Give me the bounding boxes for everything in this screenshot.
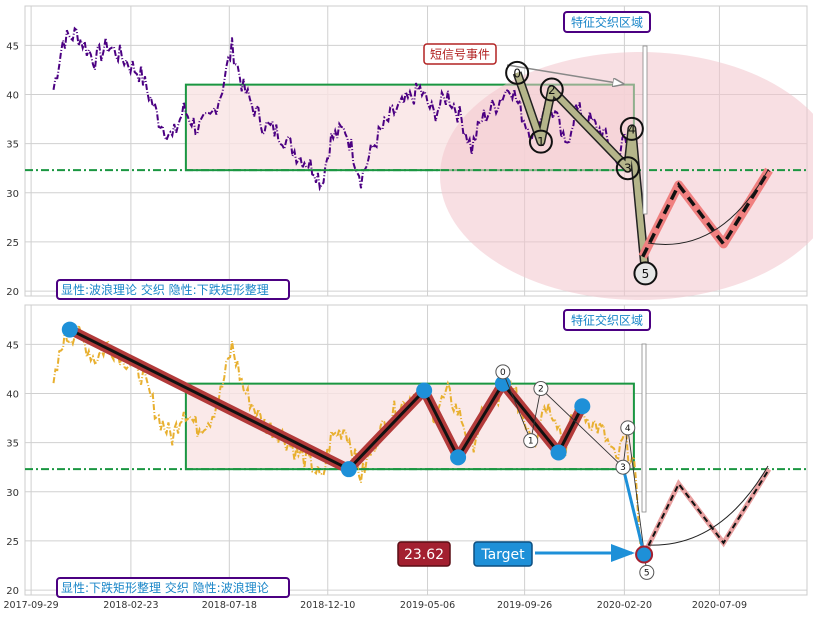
bot-ytick-20: 20	[6, 586, 19, 597]
bottom-wave-point-2	[533, 381, 549, 397]
top-curve-arrow	[647, 169, 769, 245]
top-ytick-35: 35	[6, 140, 19, 151]
top-wave-point-1	[528, 129, 553, 154]
bottom-zigzag-marker-5	[550, 444, 567, 461]
feature-zone-label-top: 特征交织区域	[563, 11, 651, 33]
bottom-wave-point-3	[615, 459, 631, 475]
bot-ytick-25: 25	[6, 537, 19, 548]
bottom-projection-black	[643, 468, 770, 555]
target-label-box: Target	[473, 541, 533, 567]
bottom-drop-line	[621, 466, 646, 555]
bottom-curve-arrow	[647, 465, 769, 546]
x-tick-label-2: 2018-07-18	[202, 600, 257, 611]
top-ytick-25: 25	[6, 238, 19, 249]
bottom-zigzag-marker-4	[494, 375, 511, 392]
x-tick-label-3: 2018-12-10	[300, 600, 355, 611]
top-projection-black	[641, 169, 771, 258]
bottom-zigzag-marker-3	[450, 449, 467, 466]
price-value-text: 23.62	[404, 547, 444, 563]
bottom-wave-point-5	[639, 564, 655, 580]
x-tick-label-4: 2019-05-06	[400, 600, 455, 611]
bottom-wave-label-2: 2	[538, 385, 544, 395]
top-wave-point-2	[539, 77, 564, 102]
top-wave-point-3	[615, 156, 640, 181]
caption-bottom: 显性:下跌矩形整理 交织 隐性:波浪理论	[56, 577, 290, 598]
caption-bottom-text: 显性:下跌矩形整理 交织 隐性:波浪理论	[61, 580, 269, 595]
bottom-wave-label-4: 4	[625, 424, 631, 434]
feature-zone-text-bottom: 特征交织区域	[571, 313, 643, 328]
top-wave-label-5: 5	[642, 267, 650, 281]
bot-ytick-40: 40	[6, 389, 19, 400]
bottom-wave-point-1	[523, 433, 539, 449]
bottom-price-line	[52, 324, 644, 556]
top-wave-path	[514, 71, 649, 274]
x-tick-label-1: 2018-02-23	[103, 600, 158, 611]
target-marker	[635, 545, 654, 564]
top-ytick-20: 20	[6, 287, 19, 298]
bottom-wave-label-3: 3	[620, 463, 626, 473]
short-signal-label: 短信号事件	[423, 43, 497, 65]
bot-ytick-30: 30	[6, 488, 19, 499]
bottom-wave-label-1: 1	[528, 437, 534, 447]
bottom-zigzag-marker-0	[61, 321, 78, 338]
bottom-zone-pointer	[641, 343, 647, 513]
x-tick-label-6: 2020-02-20	[597, 600, 652, 611]
bot-ytick-45: 45	[6, 340, 19, 351]
bottom-wave-point-4	[620, 420, 636, 436]
top-ytick-45: 45	[6, 41, 19, 52]
top-ytick-30: 30	[6, 189, 19, 200]
feature-zone-label-bottom: 特征交织区域	[563, 309, 651, 331]
bottom-zigzag-marker-1	[340, 461, 357, 478]
x-tick-label-0: 2017-09-29	[4, 600, 59, 611]
top-wave-label-2: 2	[548, 83, 556, 97]
bottom-zigzag-marker-6	[574, 398, 591, 415]
top-wave-label-3: 3	[624, 162, 632, 176]
caption-top-text: 显性:波浪理论 交织 隐性:下跌矩形整理	[61, 282, 269, 297]
bot-ytick-35: 35	[6, 439, 19, 450]
bottom-wave-label-0: 0	[500, 368, 506, 378]
top-wave-point-5	[633, 261, 658, 286]
bottom-wave-label-5: 5	[644, 568, 650, 578]
bottom-zigzag-marker-2	[416, 382, 433, 399]
top-ytick-40: 40	[6, 90, 19, 101]
top-wave-point-4	[619, 116, 644, 141]
price-value-box: 23.62	[397, 541, 451, 567]
x-axis: 2017-09-29 2018-02-23 2018-07-18 2018-12-10…	[4, 600, 748, 611]
bottom-wave-thin	[502, 371, 648, 573]
target-label-text: Target	[480, 547, 525, 563]
x-tick-label-5: 2019-09-26	[497, 600, 552, 611]
feature-zone-text-top: 特征交织区域	[571, 15, 643, 30]
top-wave-label-4: 4	[628, 122, 636, 136]
x-tick-label-7: 2020-07-09	[692, 600, 747, 611]
top-wave-point-0	[505, 60, 530, 85]
top-wave-label-0: 0	[513, 66, 521, 80]
top-wave-label-1: 1	[537, 135, 545, 149]
bottom-wave-point-0	[495, 364, 511, 380]
caption-top: 显性:波浪理论 交织 隐性:下跌矩形整理	[56, 279, 290, 300]
short-signal-text: 短信号事件	[430, 48, 490, 62]
